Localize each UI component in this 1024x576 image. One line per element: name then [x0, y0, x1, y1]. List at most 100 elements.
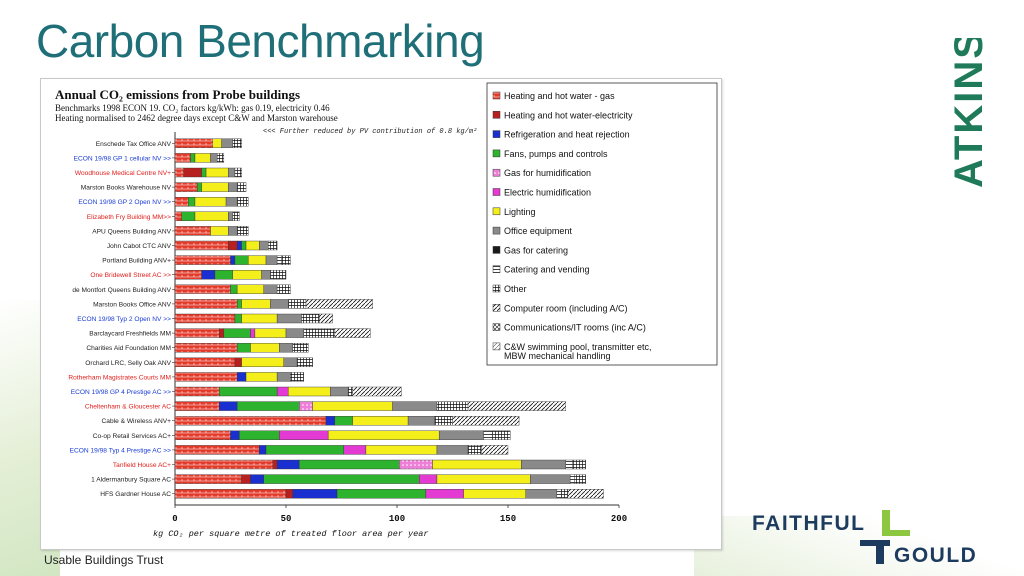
legend-swatch — [492, 91, 501, 100]
bar-segment — [263, 284, 278, 295]
bar-segment — [270, 269, 287, 280]
category-label: Co-op Retail Services AC+ — [93, 433, 171, 440]
bar-segment — [565, 459, 573, 470]
bar-segment — [419, 474, 438, 484]
bar-segment — [330, 386, 349, 397]
bar-segment — [245, 372, 278, 382]
legend-label: Refrigeration and heat rejection — [504, 130, 630, 140]
category-label: Cable & Wireless ANV+ — [102, 418, 172, 425]
bar-segment — [525, 489, 558, 499]
bar-segment — [210, 226, 229, 236]
bar-segment — [250, 328, 256, 338]
bar-segment — [174, 226, 211, 236]
bar-segment — [268, 240, 278, 251]
bar-segment — [236, 182, 247, 192]
faithful-gould-logo: FAITHFUL GOULD — [752, 510, 976, 567]
bar-segment — [201, 182, 229, 192]
bar-segment — [194, 211, 229, 222]
x-axis-label: kg CO₂ per square metre of treated floor… — [153, 529, 428, 539]
category-label: ECON 19/98 GP 1 cellular NV >> — [74, 155, 172, 162]
bar-segment — [174, 240, 229, 251]
bar-segment — [567, 489, 604, 499]
bar-segment — [254, 328, 287, 338]
bar-segment — [276, 255, 282, 265]
bar-segment — [190, 153, 196, 163]
bar-segment — [312, 401, 393, 411]
bar-segment — [407, 416, 435, 426]
category-label: Cheltenham & Gloucester AC — [85, 404, 171, 411]
chart-annotation: <<< Further reduced by PV contribution o… — [263, 128, 477, 136]
bar-segment — [263, 474, 420, 484]
atkins-logo: ATKINS — [947, 38, 991, 188]
bar-segment — [236, 401, 300, 411]
fg-logo-navy-stem — [876, 540, 884, 564]
bar-segment — [174, 269, 202, 280]
bar-segment — [174, 430, 231, 440]
bar-segment — [276, 386, 289, 397]
bar-segment — [285, 328, 304, 338]
category-label: Portland Building ANV+ — [102, 258, 171, 265]
legend-swatch — [492, 323, 501, 331]
bar-segment — [279, 430, 329, 440]
bar-segment — [194, 196, 227, 207]
bar-segment — [276, 459, 300, 470]
legend-swatch — [492, 168, 501, 177]
bar-segment — [530, 474, 571, 484]
bar-segment — [299, 459, 400, 470]
bar-segment — [336, 489, 427, 499]
x-tick-label: 100 — [389, 514, 405, 524]
bar-segment — [276, 313, 302, 324]
legend-label: Heating and hot water-electricity — [504, 110, 633, 120]
bar-segment — [241, 313, 278, 324]
legend-label: Electric humidification — [504, 188, 591, 198]
bar-segment — [230, 284, 238, 295]
bar-segment — [467, 401, 566, 411]
emissions-chart: Annual CO₂ emissions from Probe building… — [55, 82, 718, 539]
bar-segment — [425, 489, 464, 499]
category-label: ECON 19/98 GP 2 Open NV >> — [78, 199, 171, 206]
bar-segment — [174, 153, 191, 163]
bar-segment — [232, 211, 240, 222]
bar-segment — [228, 226, 238, 236]
bar-segment — [174, 284, 231, 295]
category-label: Orchard LRC, Selly Oak ANV — [85, 360, 171, 367]
legend-swatch — [492, 246, 501, 254]
bar-segment — [221, 138, 233, 148]
bar-segment — [219, 328, 225, 338]
category-label: Elizabeth Fry Building MM>> — [87, 214, 171, 221]
bar-segment — [327, 430, 440, 440]
bar-segment — [174, 459, 273, 470]
bar-segment — [232, 269, 262, 280]
bar-segment — [234, 255, 249, 265]
bar-segment — [174, 182, 198, 192]
category-label: John Cabot CTC ANV — [107, 243, 172, 250]
bar-segment — [239, 430, 280, 440]
category-label: ECON 19/98 Typ 4 Prestige AC >> — [70, 447, 172, 454]
legend-label: C&W swimming pool, transmitter etc, — [504, 342, 652, 352]
bar-segment — [334, 416, 353, 426]
bar-segment — [259, 240, 269, 251]
x-tick-label: 0 — [172, 514, 177, 524]
bar-segment — [272, 459, 278, 470]
legend-swatch — [492, 207, 501, 216]
bar-segment — [228, 182, 238, 192]
source-credit: Usable Buildings Trust — [44, 553, 164, 567]
bar-segment — [279, 343, 293, 353]
category-label: Marston Books Office ANV — [93, 301, 172, 308]
bar-segment — [561, 489, 569, 499]
x-tick-label: 200 — [611, 514, 627, 524]
category-label: Enschede Tax Office ANV — [96, 141, 172, 148]
fg-logo-green-bar — [882, 510, 890, 536]
bar-segment — [325, 416, 336, 426]
bar-segment — [467, 445, 482, 455]
legend-label: Fans, pumps and controls — [504, 149, 608, 159]
bar-segment — [174, 328, 220, 338]
category-label: ECON 19/98 GP 4 Prestige AC >> — [71, 389, 171, 396]
bar-segment — [201, 167, 207, 178]
bar-segment — [236, 226, 249, 236]
category-label: ECON 19/98 Typ 2 Open NV >> — [77, 316, 171, 323]
bar-segment — [288, 386, 331, 397]
chart-title: Annual CO₂ emissions from Probe building… — [55, 87, 300, 102]
bar-segment — [225, 196, 238, 207]
bar-segment — [236, 240, 242, 251]
